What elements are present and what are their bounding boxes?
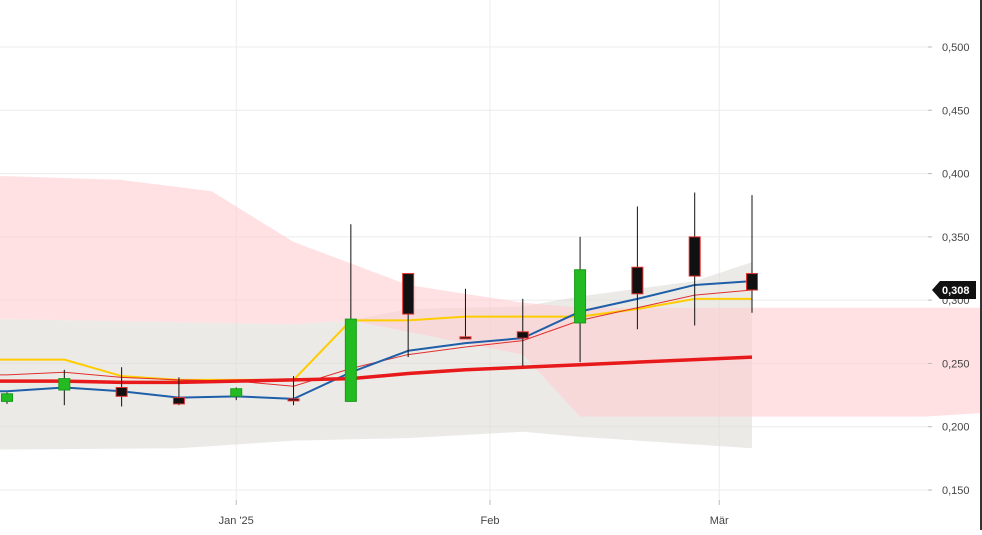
candle-body-11[interactable]	[631, 266, 644, 295]
ichimoku-cloud	[0, 176, 982, 450]
candles[interactable]	[1, 192, 758, 407]
last-price-label: 0,308	[942, 285, 970, 297]
x-tick-label-2: Mär	[710, 515, 729, 527]
candle-body-0[interactable]	[1, 393, 13, 402]
candle-body-1[interactable]	[58, 378, 71, 391]
candle-body-4[interactable]	[230, 388, 243, 397]
candle-body-9[interactable]	[516, 331, 529, 339]
axes: 0,1500,2000,2500,3000,3500,4000,4500,500…	[219, 0, 982, 530]
candle-body-3[interactable]	[172, 397, 185, 405]
candle-body-12[interactable]	[688, 236, 701, 277]
y-tick-label-0: 0,150	[942, 485, 970, 497]
last-price-tag: 0,308	[932, 281, 976, 300]
x-tick-label-0: Jan '25	[219, 515, 254, 527]
candle-body-13[interactable]	[746, 273, 758, 291]
x-tick-label-1: Feb	[481, 515, 500, 527]
y-tick-label-5: 0,400	[942, 169, 970, 181]
candle-body-8[interactable]	[459, 336, 472, 340]
candle-body-5[interactable]	[287, 398, 300, 402]
y-tick-label-2: 0,250	[942, 358, 970, 370]
last-price-tag-bg	[932, 281, 976, 300]
y-tick-label-4: 0,350	[942, 232, 970, 244]
candle-body-7[interactable]	[402, 273, 415, 315]
candle-body-6[interactable]	[344, 318, 357, 402]
y-tick-label-6: 0,450	[942, 105, 970, 117]
candle-body-2[interactable]	[115, 386, 128, 397]
y-tick-label-1: 0,200	[942, 422, 970, 434]
candle-body-10[interactable]	[574, 269, 587, 324]
y-tick-label-7: 0,500	[942, 42, 970, 54]
